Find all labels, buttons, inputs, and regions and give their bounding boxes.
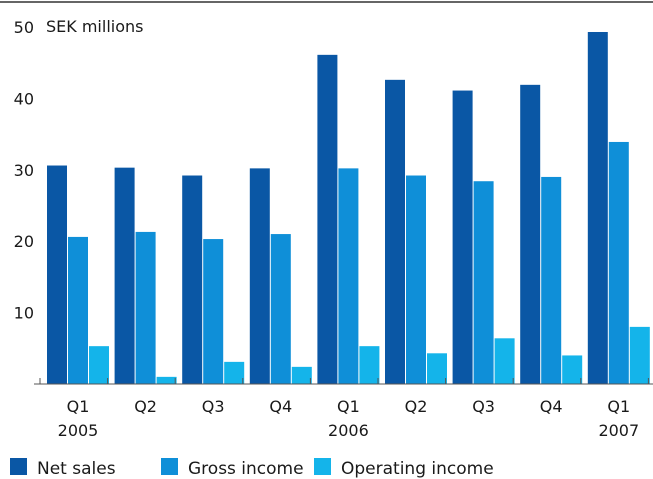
bar-gross-income [68,236,88,384]
bar-operating-income [494,338,515,384]
x-year-label: 2006 [328,421,369,440]
bar-operating-income [89,346,109,384]
bar-gross-income [406,175,426,384]
y-axis-unit-label: SEK millions [46,17,143,36]
x-category-label: Q4 [269,397,292,416]
bar-net-sales [114,167,135,384]
legend-swatch [10,458,27,475]
legend-label: Net sales [37,459,116,479]
x-category-label: Q1 [607,397,630,416]
bar-net-sales [182,175,203,384]
y-tick-label: 40 [14,89,34,108]
bar-operating-income [359,346,380,384]
bar-operating-income [224,361,245,384]
x-axis-ticks [39,378,649,384]
legend-item: Net sales [10,458,116,479]
bar-operating-income [156,376,177,384]
bar-operating-income [562,355,583,384]
x-year-label: 2007 [598,421,639,440]
legend-label: Gross income [188,459,304,479]
bar-gross-income [608,141,629,384]
legend: Net sales Gross income Operating income [10,458,494,479]
bar-gross-income [135,231,156,384]
y-axis-ticks: 10 20 30 40 50 [14,18,34,323]
bar-gross-income [338,168,359,384]
x-category-label: Q3 [202,397,225,416]
legend-item: Gross income [161,458,304,479]
bar-net-sales [249,168,270,384]
bar-net-sales [317,54,338,384]
bar-net-sales [520,84,541,385]
x-category-label: Q2 [405,397,428,416]
x-category-label: Q1 [337,397,360,416]
legend-swatch [314,458,331,475]
x-category-label: Q4 [540,397,563,416]
bar-net-sales [385,79,405,384]
legend-item: Operating income [314,458,494,479]
bar-gross-income [473,181,494,384]
legend-label: Operating income [341,459,494,479]
bar-gross-income [541,176,562,384]
y-tick-label: 10 [14,304,34,323]
x-category-label: Q2 [134,397,157,416]
bar-net-sales [587,31,608,385]
bar-operating-income [629,326,650,384]
legend-swatch [161,458,178,475]
bar-gross-income [270,234,291,384]
y-tick-label: 30 [14,161,34,180]
bar-net-sales [47,165,67,384]
y-tick-label: 50 [14,18,34,37]
x-category-label: Q3 [472,397,495,416]
x-category-label: Q1 [67,397,90,416]
x-year-label: 2005 [58,421,99,440]
x-axis-labels: Q1 Q2 Q3 Q4 Q1 Q2 Q3 Q4 Q1 2005 2006 2007 [58,397,640,440]
bar-gross-income [203,239,224,384]
bar-net-sales [452,90,473,385]
bars [47,31,650,385]
bar-operating-income [291,366,312,384]
bar-operating-income [427,353,447,384]
y-tick-label: 20 [14,232,34,251]
